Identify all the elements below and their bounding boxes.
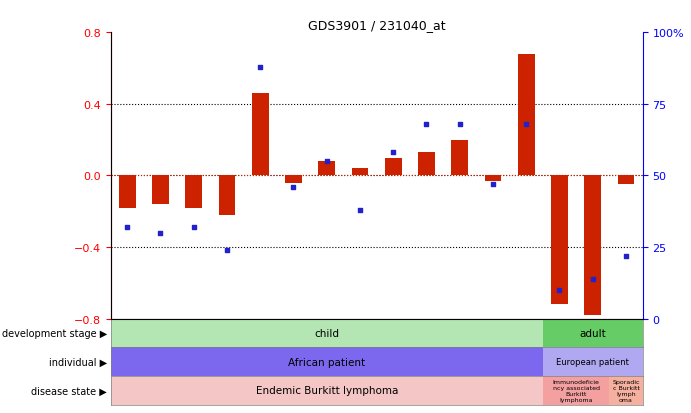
Text: Sporadic
c Burkitt
lymph
oma: Sporadic c Burkitt lymph oma [612,379,640,401]
Bar [119,176,135,208]
Bar [111,348,543,376]
Point [487,181,498,188]
Point [587,275,598,282]
Point [521,121,532,128]
Point [122,224,133,231]
Bar [618,176,634,185]
Bar [111,376,543,405]
Bar [543,376,609,405]
Bar [543,319,643,348]
Bar [152,176,169,204]
Text: adult: adult [579,328,606,338]
Point [388,150,399,157]
Text: individual ▶: individual ▶ [49,357,107,367]
Bar [551,176,568,305]
Bar [451,140,468,176]
Point [321,159,332,165]
Point [621,253,632,259]
Bar [484,176,501,181]
Point [221,247,232,254]
Title: GDS3901 / 231040_at: GDS3901 / 231040_at [307,19,446,32]
Point [155,230,166,237]
Bar [585,176,601,316]
Bar [385,158,401,176]
Bar [111,319,543,348]
Point [288,184,299,191]
Bar [285,176,302,183]
Bar [418,153,435,176]
Text: child: child [314,328,339,338]
Text: development stage ▶: development stage ▶ [2,328,107,338]
Bar [319,162,335,176]
Text: disease state ▶: disease state ▶ [31,385,107,395]
Text: African patient: African patient [288,357,366,367]
Point [421,121,432,128]
Point [188,224,199,231]
Bar [252,94,269,176]
Bar [352,169,368,176]
Bar [185,176,202,208]
Text: European patient: European patient [556,357,630,366]
Text: Endemic Burkitt lymphoma: Endemic Burkitt lymphoma [256,385,398,395]
Point [255,64,266,71]
Bar [218,176,235,215]
Bar [518,55,535,176]
Bar [543,348,643,376]
Point [554,287,565,294]
Point [354,207,366,214]
Text: Immunodeficie
ncy associated
Burkitt
lymphoma: Immunodeficie ncy associated Burkitt lym… [553,379,600,401]
Point [454,121,465,128]
Bar [609,376,643,405]
